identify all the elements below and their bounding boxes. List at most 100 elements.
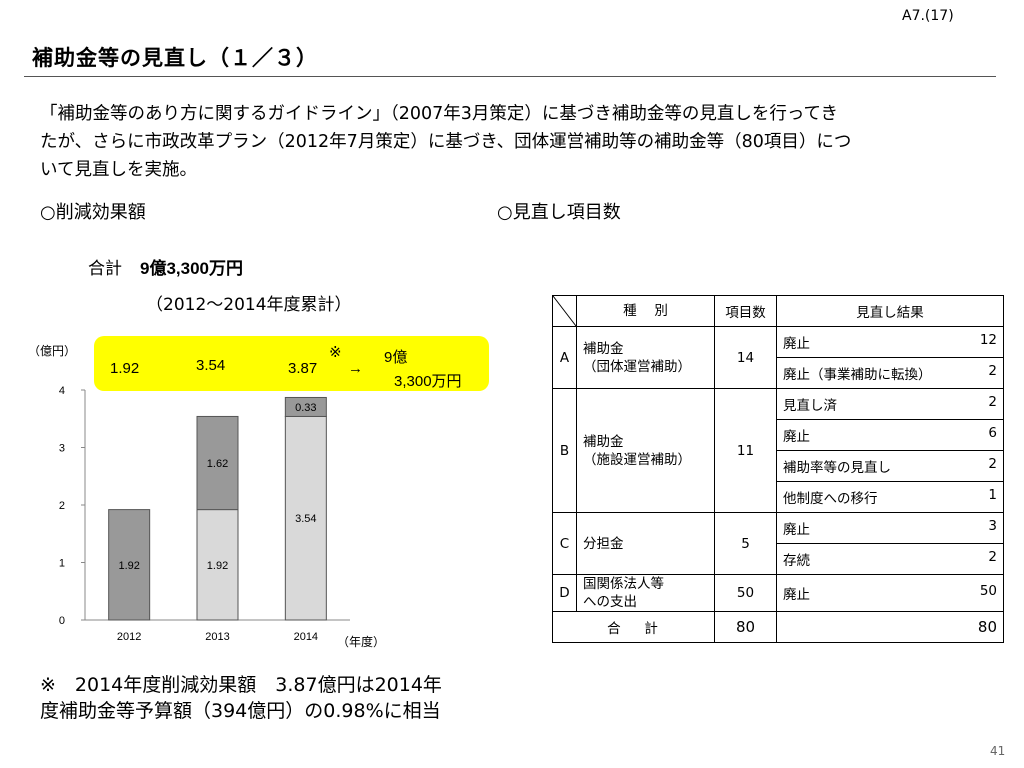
table-row: 廃止（事業補助に転換） 2 — [553, 357, 1004, 389]
bar-segment — [196, 415, 239, 511]
result-count: 6 — [988, 425, 997, 441]
result-count: 12 — [979, 332, 997, 348]
result-cell: 廃止 6 — [776, 419, 1004, 451]
total-row-label: 合 計 — [552, 611, 715, 643]
title-divider — [24, 76, 996, 77]
intro-paragraph: 「補助金等のあり方に関するガイドライン」（2007年3月策定）に基づき補助金等の… — [40, 100, 1000, 184]
x-tick-label: 2012 — [117, 631, 141, 643]
section-heading-reduction: ○削減効果額 — [40, 202, 146, 223]
total-row-result: 80 — [776, 611, 1004, 643]
section-heading-item-count: ○見直し項目数 — [497, 202, 621, 223]
result-count: 2 — [988, 456, 997, 472]
group-type: 国関係法人等 への支出 — [576, 574, 715, 612]
intro-line-1: 「補助金等のあり方に関するガイドライン」（2007年3月策定）に基づき補助金等の… — [40, 104, 839, 124]
result-label: 見直し済 — [783, 398, 837, 414]
table-row: C 分担金 5 廃止 3 — [552, 512, 1004, 575]
total-value: 9億3,300万円 — [140, 259, 243, 278]
result-count: 2 — [988, 549, 997, 565]
result-count: 3 — [988, 518, 997, 534]
table-row: A 補助金 （団体運営補助） 14 廃止 12 — [552, 326, 1004, 389]
group-type: 分担金 — [576, 512, 715, 575]
result-cell: 廃止 12 — [776, 326, 1004, 358]
y-tick-label: 4 — [59, 385, 65, 397]
footnote: ※ 2014年度削減効果額 3.87億円は2014年 度補助金等予算額（394億… — [40, 672, 540, 724]
x-tick-label: 2013 — [205, 631, 229, 643]
total-summary: 合計 9億3,300万円 — [88, 254, 243, 279]
bar-segment — [196, 509, 239, 621]
table-row: 補助率等の見直し 2 — [553, 450, 1004, 482]
intro-line-3: いて見直しを実施。 — [40, 160, 197, 180]
bar-data-label: 0.33 — [295, 402, 316, 414]
result-label: 廃止 — [783, 587, 810, 603]
cumulative-note: （2012～2014年度累計） — [146, 295, 352, 315]
diagonal-line — [553, 296, 576, 326]
bar-data-label: 1.92 — [118, 560, 139, 572]
bar-data-label: 1.62 — [207, 458, 228, 470]
y-tick-label: 1 — [59, 558, 65, 570]
table-header-row: 種 別 項目数 見直し結果 — [552, 295, 1004, 327]
bar-segment — [284, 415, 327, 621]
result-label: 存続 — [783, 553, 810, 569]
result-label: 廃止 — [783, 522, 810, 538]
group-letter: A — [552, 326, 577, 389]
callout-note-mark: ※ — [329, 344, 342, 361]
footnote-line-1: ※ 2014年度削減効果額 3.87億円は2014年 — [40, 674, 442, 696]
y-axis-unit: （億円） — [28, 344, 77, 358]
table-row: 他制度への移行 1 — [553, 481, 1004, 513]
yearly-total-callout — [94, 336, 489, 391]
header-count: 項目数 — [714, 295, 777, 327]
result-label: 補助率等の見直し — [783, 460, 891, 476]
result-count: 2 — [988, 394, 997, 410]
result-cell: 見直し済 2 — [776, 388, 1004, 420]
result-cell: 廃止（事業補助に転換） 2 — [776, 357, 1004, 389]
group-count: 11 — [714, 388, 777, 513]
group-letter: C — [552, 512, 577, 575]
reduction-chart-svg: 0 1 2 3 4 1.92 2012 1.92 1.62 2013 3.54 0.33 2014 — [59, 385, 350, 643]
result-cell: 補助率等の見直し 2 — [776, 450, 1004, 482]
result-label: 他制度への移行 — [783, 491, 878, 507]
bar-data-label: 3.54 — [295, 513, 316, 525]
table-row: B 補助金 （施設運営補助） 11 見直し済 2 — [552, 388, 1004, 513]
callout-total-top: 9億 — [384, 349, 408, 366]
result-cell: 他制度への移行 1 — [776, 481, 1004, 513]
table-row: 存続 2 — [553, 543, 1004, 575]
table-row: 廃止 6 — [553, 419, 1004, 451]
header-result: 見直し結果 — [776, 295, 1004, 327]
review-table: 種 別 項目数 見直し結果 A 補助金 （団体運営補助） 14 廃止 12 廃止（事業補助… — [552, 295, 1004, 643]
bar-segment — [108, 509, 151, 621]
bar-segment — [284, 396, 327, 417]
page-number: 41 — [990, 744, 1006, 758]
callout-total-bottom: 3,300万円 — [394, 373, 462, 390]
total-label: 合計 — [88, 259, 122, 279]
result-cell: 廃止 50 — [776, 574, 1004, 612]
header-diagonal-cell — [552, 295, 577, 327]
group-type: 補助金 （団体運営補助） — [576, 326, 715, 389]
result-count: 2 — [988, 363, 997, 379]
callout-2013-value: 3.54 — [196, 357, 226, 374]
header-type: 種 別 — [576, 295, 715, 327]
page-title: 補助金等の見直し（１／３） — [32, 46, 318, 70]
y-tick-label: 3 — [59, 443, 65, 455]
result-label: 廃止 — [783, 429, 810, 445]
group-letter: D — [552, 574, 577, 612]
reduction-chart: 0 1 2 3 4 1.92 2012 1.92 1.62 2013 3.54 0.33 2014 — [40, 380, 360, 654]
group-letter: B — [552, 388, 577, 513]
slide-id: A7.(17) — [902, 8, 954, 24]
callout-2014-value: 3.87 — [288, 360, 318, 377]
group-count: 14 — [714, 326, 777, 389]
result-cell: 廃止 3 — [776, 512, 1004, 544]
y-tick-label: 0 — [59, 615, 65, 627]
intro-line-2: たが、さらに市政改革プラン（2012年7月策定）に基づき、団体運営補助等の補助金… — [40, 132, 852, 152]
x-tick-label: 2014 — [294, 631, 318, 643]
bar-data-label: 1.92 — [207, 560, 228, 572]
x-axis-unit: （年度） — [337, 635, 386, 649]
result-label: 廃止 — [783, 336, 810, 352]
result-cell: 存続 2 — [776, 543, 1004, 575]
group-count: 50 — [714, 574, 777, 612]
table-total-row: 合 計 80 80 — [552, 611, 1004, 643]
group-count: 5 — [714, 512, 777, 575]
group-type: 補助金 （施設運営補助） — [576, 388, 715, 513]
arrow-icon: → — [348, 360, 363, 377]
result-count: 1 — [988, 487, 997, 503]
footnote-line-2: 度補助金等予算額（394億円）の0.98%に相当 — [40, 700, 441, 722]
